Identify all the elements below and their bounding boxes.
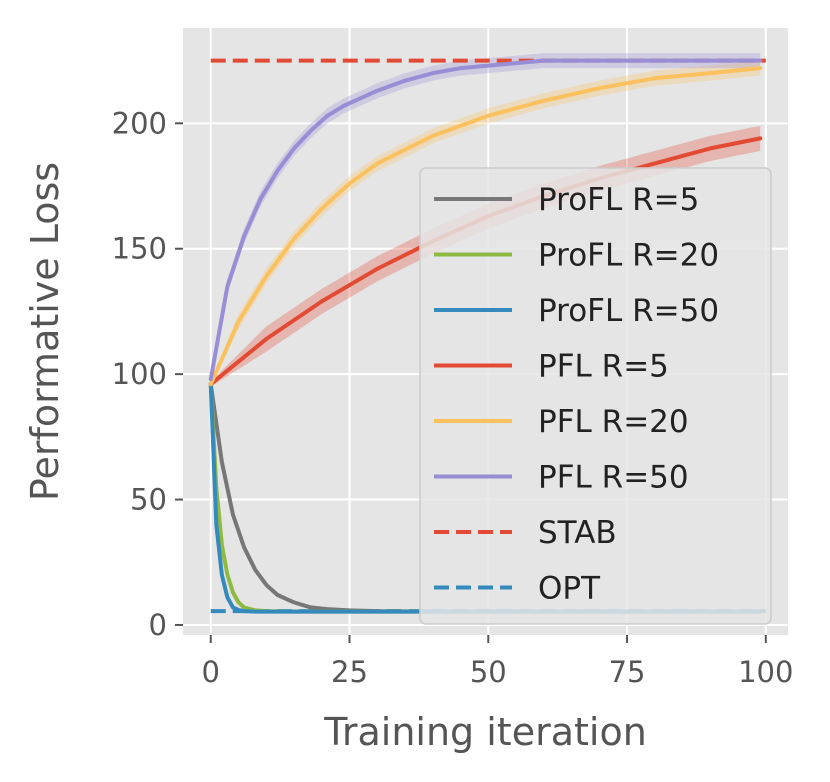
x-axis-label: Training iteration <box>323 710 647 754</box>
y-tick-label: 100 <box>112 357 167 391</box>
y-tick-label: 0 <box>149 608 167 642</box>
x-tick-label: 25 <box>331 655 368 689</box>
legend-box <box>419 167 772 625</box>
legend-label-pfl-r-5: PFL R=5 <box>538 349 669 385</box>
legend-label-profl-r-50: ProFL R=50 <box>538 293 719 329</box>
y-tick-label: 200 <box>112 106 167 140</box>
legend: ProFL R=5 ProFL R=20 ProFL R=50 PFL R=5 PFL … <box>419 167 772 625</box>
y-tick-label: 50 <box>130 483 167 517</box>
y-tick-label: 150 <box>112 232 167 266</box>
confidence-bands <box>210 53 761 387</box>
legend-label-profl-r-5: ProFL R=5 <box>538 182 699 218</box>
band-pfl-r-5 <box>210 125 761 387</box>
y-axis-label: Performative Loss <box>23 162 67 501</box>
series-pfl-r-20 <box>208 66 763 387</box>
x-tick-label: 0 <box>202 655 220 689</box>
legend-label-pfl-r-20: PFL R=20 <box>538 404 689 440</box>
x-tick-label: 100 <box>738 655 793 689</box>
legend-label-pfl-r-50: PFL R=50 <box>538 460 689 496</box>
axis-ticks: 0 25 50 75 100 0 50 100 150 200 <box>112 106 794 689</box>
x-tick-label: 50 <box>470 655 507 689</box>
series-profl-r-50 <box>208 382 763 614</box>
legend-label-profl-r-20: ProFL R=20 <box>538 238 719 274</box>
x-tick-label: 75 <box>609 655 646 689</box>
series-pfl-r-50 <box>208 58 763 382</box>
legend-label-stab: STAB <box>538 515 617 551</box>
legend-label-opt: OPT <box>538 571 601 607</box>
